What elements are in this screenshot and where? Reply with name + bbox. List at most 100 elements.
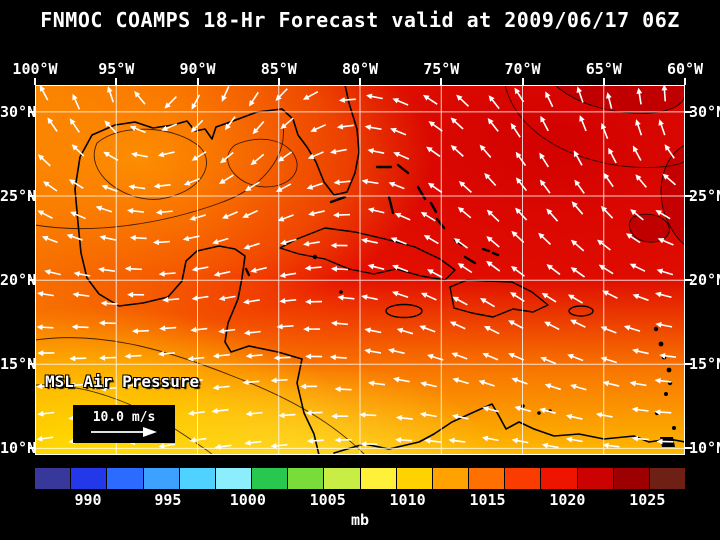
lat-tick [685,279,692,282]
wind-arrow [127,291,145,298]
wind-arrow [508,320,524,329]
wind-arrow [70,211,86,220]
wind-arrow [218,174,234,185]
wind-arrow [252,120,265,135]
wind-arrow [390,237,407,245]
wind-arrow [164,95,177,109]
wind-arrow [72,291,90,298]
lat-tick [28,279,35,282]
wind-arrow [567,294,584,304]
wind-arrow [574,179,585,194]
wind-arrow [396,327,414,335]
wind-arrow [662,173,676,186]
lon-tick [440,78,443,85]
colorbar-tick-label: 1005 [309,491,346,509]
wind-arrow [596,239,611,251]
wind-arrow [538,232,552,245]
lon-tick [684,78,686,85]
wind-arrow [95,205,113,213]
wind-arrow [161,380,179,386]
wind-arrow [280,238,297,246]
wind-arrow [654,409,672,415]
wind-arrow [420,381,437,388]
wind-arrow [606,92,613,109]
lon-axis-label: 60°W [666,60,704,78]
lat-axis-label-left: 25°N [0,187,37,206]
wind-arrow [540,115,549,132]
wind-arrow [277,151,293,162]
wind-arrow [579,115,587,132]
wind-arrow [337,294,355,301]
wind-arrow [570,267,585,278]
wind-arrow [539,407,556,414]
wind-arrow [243,298,260,305]
wind-arrow [484,172,497,187]
wind-arrow [303,326,321,332]
wind-arrow [452,377,469,385]
wind-arrow [367,148,385,154]
colorbar-tick-label: 995 [154,491,182,509]
wind-arrow [392,98,409,106]
wind-arrow [395,414,413,421]
wind-arrow [218,295,236,302]
wind-arrow [631,435,649,442]
wind-arrow [128,184,146,190]
wind-arrow [479,298,495,308]
wind-arrow [570,239,585,252]
wind-scale-label: 10.0 m/s [92,410,156,425]
wind-arrow [36,383,54,390]
wind-arrow [329,148,347,155]
wind-arrow [544,321,560,331]
wind-arrow [333,212,351,218]
wind-arrow [486,260,501,272]
wind-scale-arrow-icon [91,427,157,437]
colorbar-segment [288,468,324,489]
wind-arrow [212,352,230,359]
wind-arrow [602,442,620,449]
wind-arrow [600,122,609,140]
lat-axis-label-right: 20°N [689,271,720,290]
wind-arrow [395,437,413,443]
wind-arrow [273,354,291,361]
wind-arrow [452,296,468,306]
lat-tick [685,363,692,366]
lat-tick [28,363,35,366]
wind-arrow [449,321,466,330]
hispaniola-outline [449,279,549,318]
wind-arrow [514,405,531,413]
wind-arrow [305,298,323,305]
colorbar-segment [577,468,613,489]
wind-arrow [300,383,318,390]
wind-arrow [600,326,617,334]
jamaica-outline [385,303,423,319]
wind-arrow [99,355,117,361]
field-label: MSL Air Pressure [45,372,200,391]
lon-axis-label: 80°W [341,60,379,78]
wind-arrow [448,437,466,444]
colorbar-unit-label: mb [350,511,370,529]
wind-arrow [422,94,438,105]
colorbar-segment [541,468,577,489]
wind-arrow [420,292,437,301]
wind-arrow [510,292,525,303]
wind-arrow [393,151,410,160]
wind-arrow [630,209,644,221]
wind-arrow [629,380,647,387]
wind-arrow [279,272,297,278]
wind-arrow [365,93,383,100]
wind-arrow [631,406,649,413]
wind-arrow [364,327,382,334]
wind-arrow [305,409,323,416]
wind-arrow [250,266,267,274]
wind-arrow [244,439,262,446]
wind-arrow [334,437,352,443]
colorbar-tick-label: 1010 [389,491,426,509]
wind-arrow [664,144,675,159]
wind-arrow [37,210,53,219]
lon-axis-label: 65°W [585,60,622,78]
wind-arrow [450,117,464,130]
wind-arrow [130,151,148,158]
wind-arrow [99,385,117,392]
wind-arrow [388,181,405,190]
wind-arrow [515,177,528,192]
